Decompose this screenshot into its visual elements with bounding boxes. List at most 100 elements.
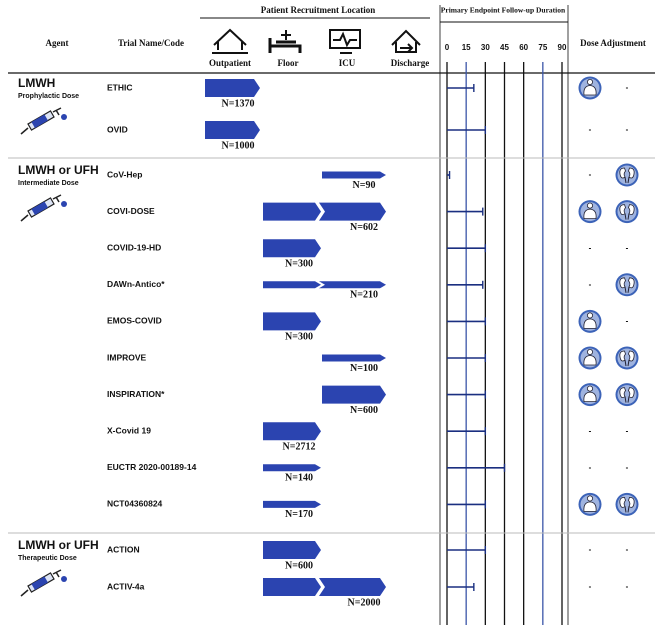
enrollment-label: N=140 xyxy=(285,473,313,484)
recruitment-chevron xyxy=(319,578,386,596)
weight-adjust-icon xyxy=(578,346,602,370)
recruitment-chevron xyxy=(263,464,321,472)
agent-header: Agent xyxy=(46,38,69,48)
weight-adjust-icon xyxy=(578,76,602,100)
no-adjust: - xyxy=(626,317,629,326)
trial-name: ACTION xyxy=(107,544,140,554)
recruitment-chevron xyxy=(319,281,386,289)
recruitment-chevron xyxy=(319,202,386,221)
no-adjust: - xyxy=(589,426,592,435)
enrollment-label: N=1000 xyxy=(222,140,255,151)
trial-name: DAWn-Antico* xyxy=(107,279,165,289)
no-adjust: - xyxy=(589,125,592,134)
no-adjust: - xyxy=(626,426,629,435)
followup-tick-label: 15 xyxy=(462,43,471,52)
recruitment-chevron xyxy=(263,312,321,331)
no-adjust: - xyxy=(626,582,629,591)
trial-name: COVID-19-HD xyxy=(107,242,161,252)
renal-adjust-icon xyxy=(615,163,639,187)
recruitment-chevron xyxy=(322,385,386,404)
recruitment-chevron xyxy=(263,239,321,258)
weight-adjust-icon xyxy=(578,382,602,407)
location-label: ICU xyxy=(339,58,356,68)
syringe-icon xyxy=(20,194,68,222)
trial-name: CoV-Hep xyxy=(107,169,142,179)
enrollment-label: N=2000 xyxy=(348,597,381,608)
followup-tick-label: 0 xyxy=(445,43,450,52)
enrollment-label: N=300 xyxy=(285,258,313,269)
enrollment-label: N=100 xyxy=(350,363,378,374)
recruitment-chevron xyxy=(263,541,321,559)
trial-name: EMOS-COVID xyxy=(107,316,162,326)
trial-name: NCT04360824 xyxy=(107,499,163,509)
agent-name: LMWH or UFH xyxy=(18,538,99,552)
recruitment-chevron xyxy=(205,121,260,139)
recruitment-chevron xyxy=(205,79,260,97)
enrollment-label: N=2712 xyxy=(283,441,316,452)
no-adjust: - xyxy=(589,280,592,289)
no-adjust: - xyxy=(589,545,592,554)
no-adjust: - xyxy=(626,125,629,134)
no-adjust: - xyxy=(589,170,592,179)
syringe-icon xyxy=(20,569,68,597)
dose-label: Intermediate Dose xyxy=(18,180,79,187)
trial-name: X-Covid 19 xyxy=(107,425,151,435)
no-adjust: - xyxy=(589,582,592,591)
recruitment-chevron xyxy=(263,500,321,508)
trial-name: EUCTR 2020-00189-14 xyxy=(107,462,197,472)
followup-tick-label: 75 xyxy=(538,43,547,52)
renal-adjust-icon xyxy=(615,492,639,517)
followup-tick-label: 60 xyxy=(519,43,528,52)
trial-header: Trial Name/Code xyxy=(118,38,184,48)
followup-tick-label: 30 xyxy=(481,43,490,52)
dose-label: Prophylactic Dose xyxy=(18,93,79,100)
followup-tick-label: 90 xyxy=(558,43,567,52)
agent-name: LMWH xyxy=(18,76,55,90)
enrollment-label: N=90 xyxy=(353,180,376,191)
recruitment-chevron xyxy=(322,171,386,179)
renal-adjust-icon xyxy=(615,272,639,297)
weight-adjust-icon xyxy=(578,492,602,517)
weight-adjust-icon xyxy=(578,309,602,334)
dose-header: Dose Adjustment xyxy=(580,38,646,48)
followup-tick-label: 45 xyxy=(500,43,509,52)
location-label: Discharge xyxy=(391,58,430,68)
enrollment-label: N=602 xyxy=(350,222,378,233)
enrollment-label: N=1370 xyxy=(222,98,255,109)
dose-label: Therapeutic Dose xyxy=(18,555,77,562)
trial-name: ACTIV-4a xyxy=(107,581,145,591)
trial-name: ETHIC xyxy=(107,82,133,92)
no-adjust: - xyxy=(626,463,629,472)
recruitment-chevron xyxy=(263,578,321,596)
weight-adjust-icon xyxy=(578,199,602,224)
recruitment-chevron xyxy=(263,281,321,289)
location-label: Outpatient xyxy=(209,58,251,68)
trial-name: OVID xyxy=(107,124,128,134)
no-adjust: - xyxy=(589,243,592,252)
trial-name: INSPIRATION* xyxy=(107,389,165,399)
no-adjust: - xyxy=(626,243,629,252)
enrollment-label: N=600 xyxy=(350,405,378,416)
enrollment-label: N=600 xyxy=(285,560,313,571)
recruitment-chevron xyxy=(322,354,386,362)
location-icons xyxy=(212,28,421,54)
followup-header: Primary Endpoint Follow-up Duration xyxy=(441,6,566,15)
enrollment-label: N=170 xyxy=(285,509,313,520)
renal-adjust-icon xyxy=(615,346,639,370)
agent-name: LMWH or UFH xyxy=(18,163,99,177)
syringe-icon xyxy=(20,107,68,135)
no-adjust: - xyxy=(626,545,629,554)
recruitment-chevron xyxy=(263,422,321,441)
trial-name: IMPROVE xyxy=(107,352,147,362)
location-label: Floor xyxy=(278,58,299,68)
trial-name: COVI-DOSE xyxy=(107,206,155,216)
enrollment-label: N=300 xyxy=(285,332,313,343)
recruitment-chevron xyxy=(263,202,321,221)
recruitment-header: Patient Recruitment Location xyxy=(261,5,375,15)
renal-adjust-icon xyxy=(615,199,639,224)
no-adjust: - xyxy=(589,463,592,472)
renal-adjust-icon xyxy=(615,382,639,407)
no-adjust: - xyxy=(626,83,629,92)
enrollment-label: N=210 xyxy=(350,290,378,301)
